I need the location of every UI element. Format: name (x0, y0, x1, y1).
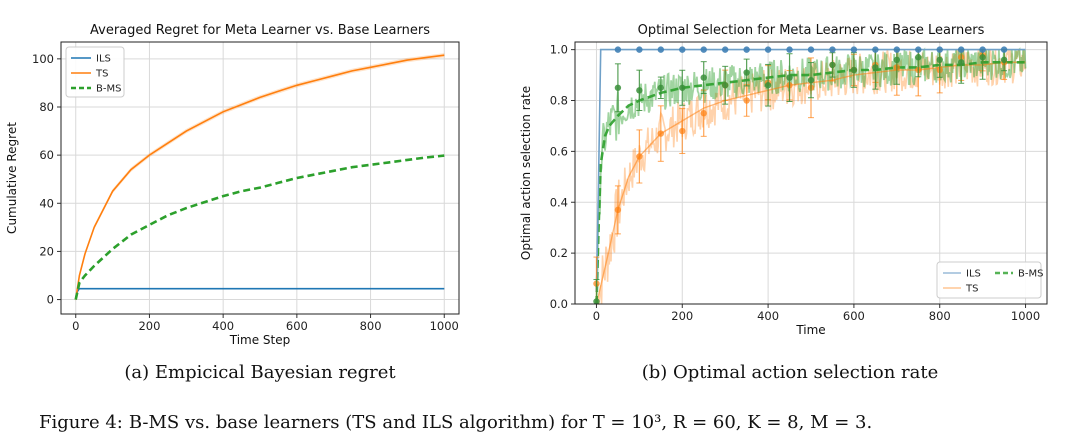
ils-marker (915, 46, 922, 53)
bms-marker (679, 84, 686, 91)
bms-marker (829, 61, 836, 69)
bms-marker (1000, 56, 1008, 64)
y-tick-label: 20 (39, 244, 54, 258)
chart-title: Optimal Selection for Meta Learner vs. B… (638, 23, 985, 38)
chart-title: Averaged Regret for Meta Learner vs. Bas… (90, 23, 430, 38)
y-tick-label: 0.8 (550, 94, 568, 108)
legend-box (65, 46, 125, 98)
legend-box (936, 261, 1042, 299)
ils-marker (679, 46, 686, 53)
bms-marker (700, 74, 707, 81)
ts-marker (657, 130, 665, 137)
bms-marker (593, 298, 600, 305)
ils-marker (786, 46, 793, 53)
bms-marker (872, 64, 879, 71)
bms-marker (850, 66, 858, 74)
ils-marker (936, 46, 943, 53)
series-line-ts (74, 54, 445, 300)
series-ts-band (75, 53, 445, 302)
bms-marker (807, 76, 815, 84)
chart-optimal-selection: 0 200 400 600 800 1000 0.0 0.2 0.4 0.6 0.8 1.0 Optim… (519, 23, 1048, 337)
ils-marker (743, 46, 750, 53)
series-line-bms (595, 60, 1026, 305)
figure-caption-label: Figure 4: (39, 412, 123, 433)
ts-marker (700, 110, 707, 117)
figure-caption-text: B-MS vs. base learners (TS and ILS algor… (129, 412, 872, 433)
bms-marker (979, 54, 986, 61)
bms-marker (721, 82, 729, 89)
bms-marker (614, 84, 622, 91)
ils-marker (1000, 46, 1008, 53)
ts-marker (679, 127, 686, 135)
x-axis-label: Time (795, 323, 825, 337)
x-tick-label: 400 (212, 319, 234, 333)
ils-marker (614, 46, 622, 53)
x-tick-label: 800 (929, 309, 951, 323)
ts-marker (614, 206, 622, 214)
bms-marker (936, 56, 943, 64)
y-tick-label: 0 (47, 293, 54, 307)
x-tick-label: 200 (671, 309, 693, 323)
legend-label: TS (95, 69, 108, 80)
x-tick-label: 600 (286, 319, 308, 333)
ils-marker (872, 46, 879, 53)
series-line-bms (74, 154, 445, 300)
x-tick-label: 600 (843, 309, 865, 323)
ts-marker (636, 153, 643, 160)
ils-marker (893, 46, 901, 53)
subcaption-a: (a) Empicical Bayesian regret (124, 362, 396, 383)
y-tick-label: 80 (39, 100, 54, 114)
ils-marker (764, 46, 772, 53)
legend-label: B-MS (1018, 269, 1043, 280)
plot-frame (574, 41, 1048, 305)
series-line-ils (74, 287, 445, 298)
bms-marker (786, 74, 793, 81)
bms-marker (915, 54, 922, 61)
ils-marker (700, 46, 707, 53)
figure-caption: Figure 4: B-MS vs. base learners (TS and … (39, 412, 872, 433)
x-tick-label: 1000 (1011, 309, 1040, 323)
y-tick-label: 0.4 (550, 195, 568, 209)
ils-marker (636, 46, 643, 53)
ils-marker (957, 46, 965, 53)
legend-label: ILS (96, 54, 111, 65)
y-axis-label: Cumulative Regret (5, 122, 19, 234)
ils-marker (979, 46, 986, 53)
x-axis-label: Time Step (229, 333, 291, 347)
y-tick-label: 0.2 (550, 246, 568, 260)
ts-marker (743, 97, 750, 104)
bms-marker (657, 84, 665, 91)
y-tick-label: 40 (39, 196, 54, 210)
ils-marker (721, 46, 729, 53)
bms-marker (764, 82, 772, 89)
bms-marker (636, 87, 643, 94)
legend-label: TS (965, 284, 978, 295)
plot-frame (60, 41, 460, 315)
ils-marker (807, 46, 815, 53)
x-tick-label: 800 (360, 319, 382, 333)
y-axis-label: Optimal action selection rate (519, 86, 533, 260)
bms-marker (743, 69, 750, 76)
y-tick-label: 0.0 (550, 297, 568, 311)
legend-label: B-MS (96, 84, 121, 95)
legend-label: ILS (966, 269, 981, 280)
chart-regret: 0 200 400 600 800 1000 0 20 40 60 80 100 Averaged Re… (5, 23, 460, 347)
x-tick-label: 1000 (430, 319, 459, 333)
ils-marker (657, 46, 665, 53)
y-tick-label: 1.0 (550, 43, 568, 57)
y-tick-label: 100 (32, 52, 54, 66)
x-tick-label: 0 (72, 319, 79, 333)
bms-marker (957, 59, 965, 66)
ils-marker (829, 46, 836, 53)
bms-marker (893, 56, 901, 64)
subcaption-b: (b) Optimal action selection rate (642, 362, 939, 383)
y-tick-label: 0.6 (550, 144, 568, 158)
ils-marker (850, 46, 858, 53)
x-tick-label: 0 (593, 309, 600, 323)
y-tick-label: 60 (39, 148, 54, 162)
x-tick-label: 400 (757, 309, 779, 323)
x-tick-label: 200 (138, 319, 160, 333)
